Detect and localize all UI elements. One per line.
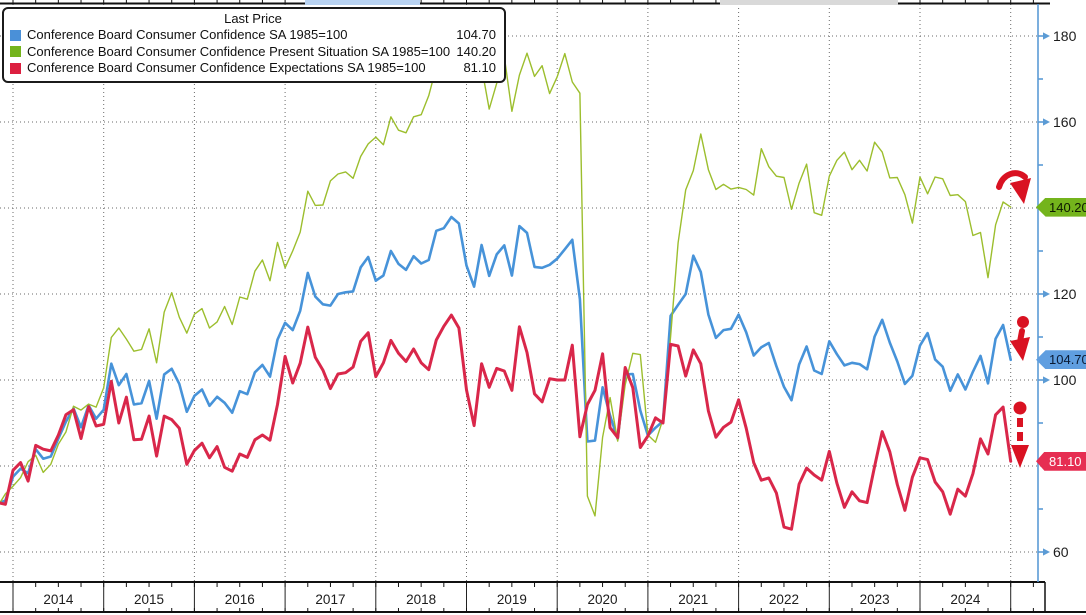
legend-value: 104.70 — [456, 27, 496, 42]
svg-text:2022: 2022 — [769, 592, 799, 607]
legend-box: Last Price Conference Board Consumer Con… — [2, 7, 506, 83]
legend-swatch-headline — [10, 29, 21, 41]
svg-text:2021: 2021 — [678, 592, 708, 607]
series-line — [0, 313, 1013, 531]
right-axis: 180 160 120 100 60 — [1037, 4, 1077, 582]
legend-title: Last Price — [224, 11, 282, 26]
svg-text:2019: 2019 — [497, 592, 527, 607]
svg-text:2014: 2014 — [43, 592, 74, 607]
legend-label: Conference Board Consumer Confidence SA … — [27, 27, 348, 42]
legend-label: Conference Board Consumer Confidence Pre… — [27, 43, 451, 59]
top-range-segment — [720, 0, 898, 5]
expectations-drop-arrow — [1013, 401, 1027, 415]
annotations — [996, 170, 1031, 468]
top-scrollbar-thumb[interactable] — [305, 0, 420, 5]
svg-text:120: 120 — [1053, 286, 1077, 302]
last-price-badge-expectations: 81.10 — [1036, 451, 1086, 471]
legend-value: 81.10 — [463, 60, 496, 75]
gridlines — [0, 4, 1044, 582]
svg-text:2017: 2017 — [315, 592, 345, 607]
legend-swatch-expectations — [10, 62, 21, 74]
legend-label: Conference Board Consumer Confidence Exp… — [27, 60, 426, 75]
x-axis-labels: 2014 2015 2016 2017 2018 2019 2020 2021 2022 2023… — [43, 592, 981, 607]
svg-text:2023: 2023 — [860, 592, 890, 607]
svg-text:2015: 2015 — [134, 592, 164, 607]
svg-text:2024: 2024 — [950, 592, 981, 607]
legend-swatch-present-situation — [10, 46, 21, 58]
legend-item: Conference Board Consumer Confidence Pre… — [10, 44, 496, 61]
svg-text:180: 180 — [1053, 28, 1077, 44]
legend-value: 140.20 — [456, 43, 497, 59]
svg-text:100: 100 — [1053, 372, 1077, 388]
svg-text:160: 160 — [1053, 114, 1077, 130]
present-drop-arrow — [996, 170, 1028, 190]
headline-drop-arrow — [1017, 316, 1029, 328]
svg-text:2016: 2016 — [225, 592, 255, 607]
legend-item: Conference Board Consumer Confidence SA … — [10, 27, 496, 44]
svg-text:2018: 2018 — [406, 592, 436, 607]
series-lines — [0, 52, 1013, 531]
svg-text:2020: 2020 — [588, 592, 618, 607]
legend-item: Conference Board Consumer Confidence Exp… — [10, 60, 496, 77]
last-price-badge-present-situation: 140.20 — [1036, 197, 1086, 217]
last-price-badge-headline: 104.70 — [1036, 350, 1086, 370]
series-line — [0, 52, 1012, 517]
svg-text:60: 60 — [1053, 544, 1069, 560]
series-line — [0, 215, 1013, 505]
